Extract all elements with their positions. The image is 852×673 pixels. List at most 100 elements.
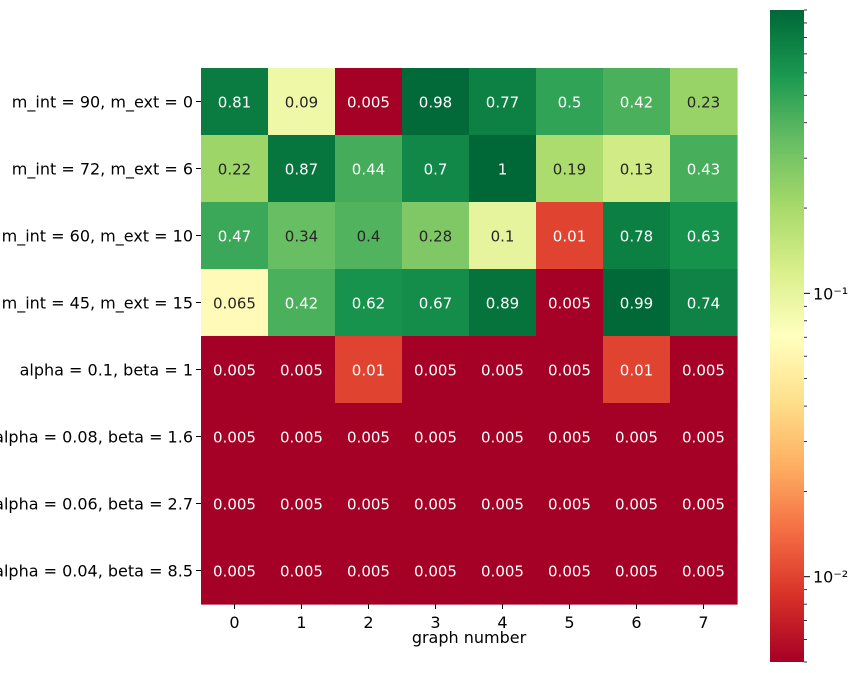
cell-value-label: 0.065 [213,295,256,313]
heatmap-cell [670,269,738,337]
row-label: alpha = 0.08, beta = 1.6 [0,428,193,447]
heatmap-cell [201,537,269,605]
cell-value-label: 0.47 [218,228,251,246]
cell-value-label: 0.005 [213,362,256,380]
heatmap-cell [469,202,537,270]
heatmap-cell [603,470,671,538]
heatmap-cell [670,403,738,471]
cell-value-label: 0.005 [347,496,390,514]
cell-value-label: 0.005 [414,429,457,447]
cell-value-label: 0.81 [218,94,251,112]
cell-value-label: 0.005 [213,563,256,581]
heatmap-cell [603,336,671,404]
heatmap-cell [335,68,403,136]
cell-value-label: 0.78 [620,228,653,246]
cell-value-label: 0.005 [682,563,725,581]
column-label: 1 [296,613,306,632]
heatmap-cell [603,135,671,203]
heatmap-cell [670,470,738,538]
heatmap-cell [469,135,537,203]
heatmap-cell [268,135,336,203]
heatmap-cell [268,68,336,136]
cell-value-label: 0.42 [620,94,653,112]
cell-value-label: 0.005 [548,362,591,380]
heatmap-cell [536,403,604,471]
cell-value-label: 0.44 [352,161,385,179]
heatmap-cell [670,202,738,270]
column-label: 5 [564,613,574,632]
row-label: m_int = 72, m_ext = 6 [12,160,193,180]
heatmap-cell [268,537,336,605]
cell-value-label: 0.005 [682,429,725,447]
heatmap-cell [268,470,336,538]
heatmap-cell [268,336,336,404]
cell-value-label: 0.87 [285,161,318,179]
cell-value-label: 0.005 [481,429,524,447]
heatmap-cell [268,269,336,337]
heatmap-cell [402,403,470,471]
heatmap-cell [536,537,604,605]
cell-value-label: 0.22 [218,161,251,179]
cell-value-label: 0.005 [548,295,591,313]
cell-value-label: 0.67 [419,295,452,313]
row-label: m_int = 60, m_ext = 10 [2,227,193,247]
heatmap-cell [603,537,671,605]
cell-value-label: 0.005 [280,496,323,514]
heatmap-cell [536,135,604,203]
heatmap-cell [670,68,738,136]
cell-value-label: 0.005 [548,429,591,447]
heatmap-cell [536,202,604,270]
heatmap-cell [402,135,470,203]
heatmap-cell [335,135,403,203]
cell-value-label: 0.01 [352,362,385,380]
cell-value-label: 0.005 [615,429,658,447]
heatmap-cell [536,68,604,136]
x-axis-label: graph number [412,628,527,647]
column-labels: 0 1 2 3 4 5 6 7 [229,604,709,632]
cell-value-label: 0.005 [414,362,457,380]
cell-value-label: 0.62 [352,295,385,313]
cell-value-label: 0.005 [481,496,524,514]
cell-value-label: 0.7 [424,161,448,179]
colorbar-tick-label: 10⁻¹ [813,284,848,303]
heatmap-cell [469,336,537,404]
heatmap-cell [268,403,336,471]
heatmap-cell [536,470,604,538]
row-label: alpha = 0.06, beta = 2.7 [0,495,193,514]
heatmap-cell [402,68,470,136]
heatmap-cell [469,68,537,136]
heatmap-cell [402,537,470,605]
heatmap-cell [469,269,537,337]
cell-value-label: 0.63 [687,228,720,246]
column-label: 2 [363,613,373,632]
colorbar-ticks: 10⁻¹ 10⁻² [804,9,848,663]
cell-value-label: 0.19 [553,161,586,179]
heatmap-cell [201,68,269,136]
heatmap-cell [335,537,403,605]
cell-value-label: 0.005 [213,429,256,447]
heatmap-cell [402,336,470,404]
heatmap-cell [402,202,470,270]
cell-value-label: 0.4 [357,228,381,246]
cell-value-label: 0.005 [213,496,256,514]
cell-value-label: 0.1 [491,228,515,246]
row-label: m_int = 45, m_ext = 15 [2,294,193,314]
heatmap-cell [670,336,738,404]
cell-value-label: 0.005 [548,496,591,514]
heatmap-cell [536,269,604,337]
heatmap-cell [402,470,470,538]
cell-value-label: 0.28 [419,228,452,246]
row-labels: m_int = 90, m_ext = 0 m_int = 72, m_ext =… [0,93,201,581]
heatmap-cell [201,202,269,270]
cell-value-label: 0.34 [285,228,318,246]
cell-value-label: 0.09 [285,94,318,112]
cell-value-label: 0.005 [347,94,390,112]
cell-value-label: 0.99 [620,295,653,313]
heatmap-cell [670,537,738,605]
column-label: 4 [497,613,507,632]
cell-value-label: 0.005 [347,429,390,447]
heatmap-cell [603,269,671,337]
heatmap-cell [603,202,671,270]
heatmap-cell [335,470,403,538]
